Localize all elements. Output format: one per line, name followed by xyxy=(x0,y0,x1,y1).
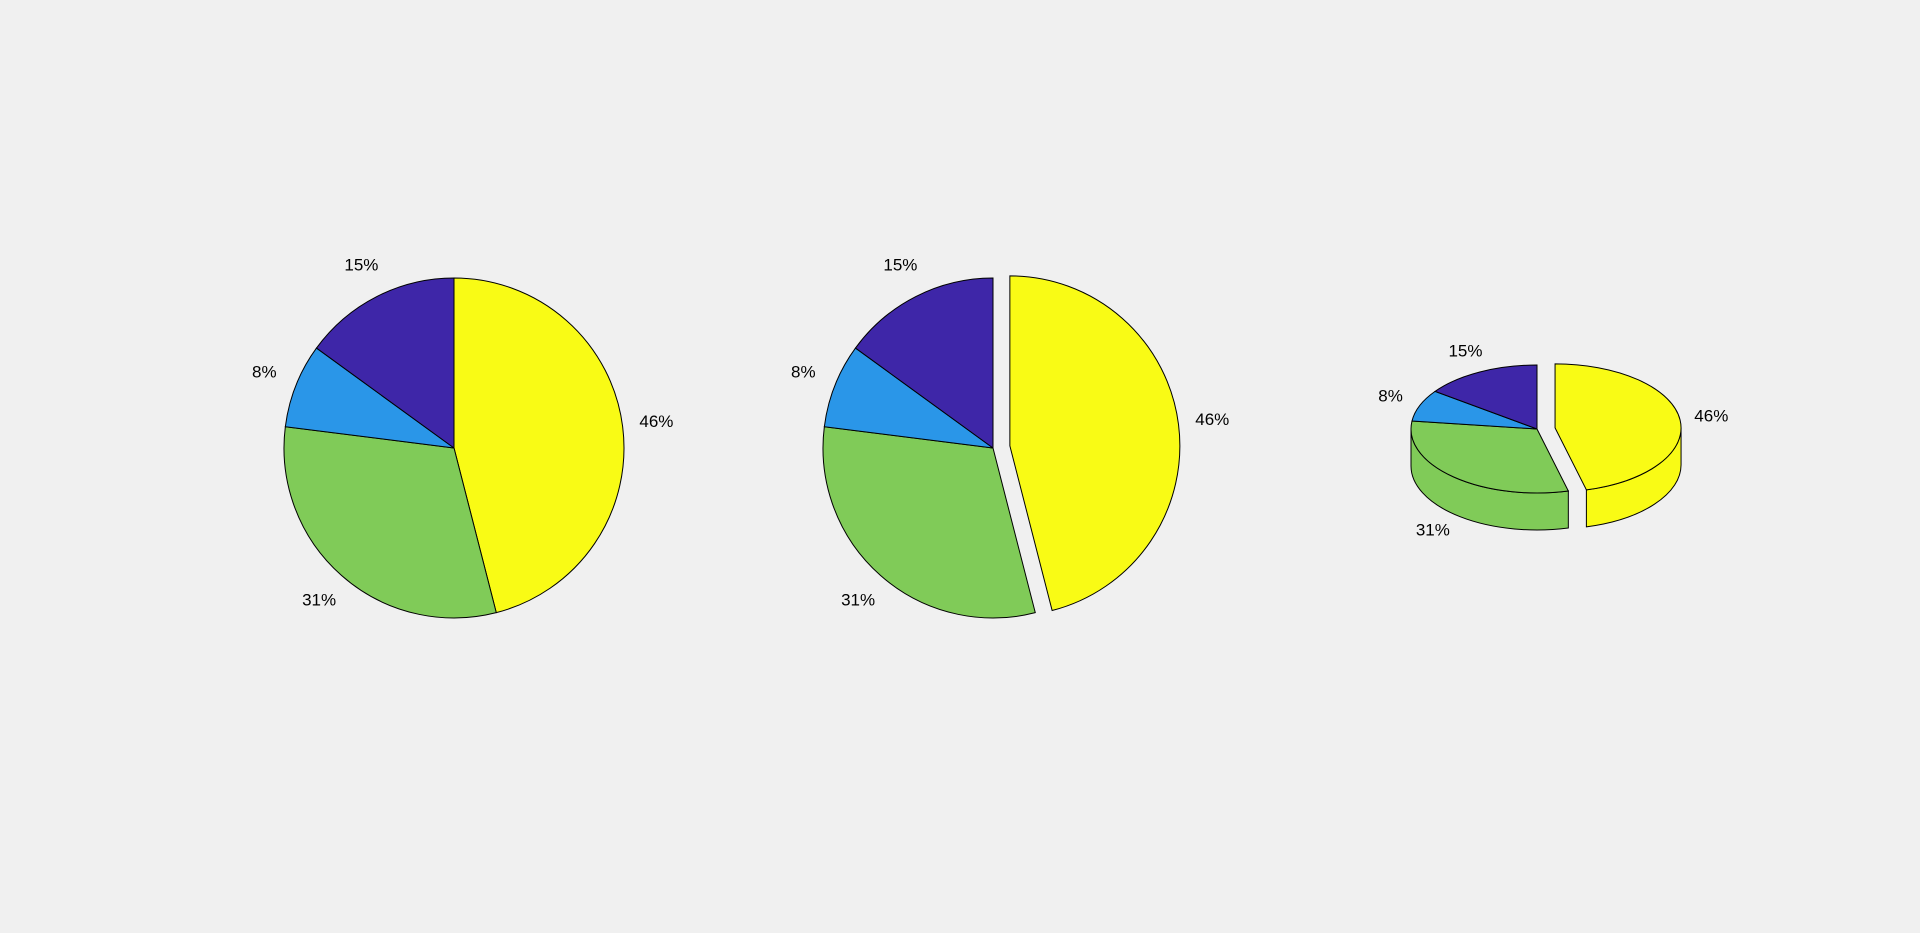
slice-label: 46% xyxy=(1694,407,1728,426)
pie-slice xyxy=(1009,275,1181,612)
slice-label: 8% xyxy=(1378,387,1403,406)
slice-label: 31% xyxy=(302,591,336,610)
pie-slice xyxy=(1554,363,1682,491)
pie-slice xyxy=(315,277,455,449)
slice-label: 31% xyxy=(1416,520,1450,539)
slice-label: 15% xyxy=(1448,342,1482,361)
slice-label: 8% xyxy=(791,362,816,381)
slice-label: 15% xyxy=(883,256,917,275)
pie-slice xyxy=(1410,420,1570,494)
pie-slice xyxy=(1433,364,1538,430)
pie-slice xyxy=(453,277,625,614)
slice-label: 46% xyxy=(639,412,673,431)
pie-slice xyxy=(283,426,497,619)
slice-label: 15% xyxy=(344,256,378,275)
pie-slice xyxy=(822,426,1036,619)
slice-label: 31% xyxy=(841,591,875,610)
pie-slice xyxy=(854,277,994,449)
slice-label: 8% xyxy=(252,362,277,381)
slice-label: 46% xyxy=(1195,410,1229,429)
